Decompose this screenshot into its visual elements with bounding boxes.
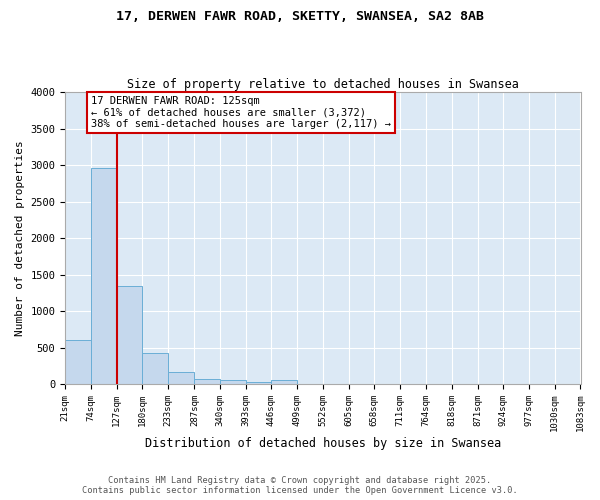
Bar	[194, 378, 220, 384]
Bar	[168, 372, 194, 384]
X-axis label: Distribution of detached houses by size in Swansea: Distribution of detached houses by size …	[145, 437, 501, 450]
Text: Contains HM Land Registry data © Crown copyright and database right 2025.
Contai: Contains HM Land Registry data © Crown c…	[82, 476, 518, 495]
Bar	[271, 380, 297, 384]
Text: 17, DERWEN FAWR ROAD, SKETTY, SWANSEA, SA2 8AB: 17, DERWEN FAWR ROAD, SKETTY, SWANSEA, S…	[116, 10, 484, 23]
Bar	[142, 352, 168, 384]
Bar	[246, 382, 271, 384]
Bar	[65, 340, 91, 384]
Title: Size of property relative to detached houses in Swansea: Size of property relative to detached ho…	[127, 78, 519, 91]
Y-axis label: Number of detached properties: Number of detached properties	[15, 140, 25, 336]
Text: 17 DERWEN FAWR ROAD: 125sqm
← 61% of detached houses are smaller (3,372)
38% of : 17 DERWEN FAWR ROAD: 125sqm ← 61% of det…	[91, 96, 391, 129]
Bar	[220, 380, 246, 384]
Bar	[91, 168, 117, 384]
Bar	[117, 286, 142, 384]
